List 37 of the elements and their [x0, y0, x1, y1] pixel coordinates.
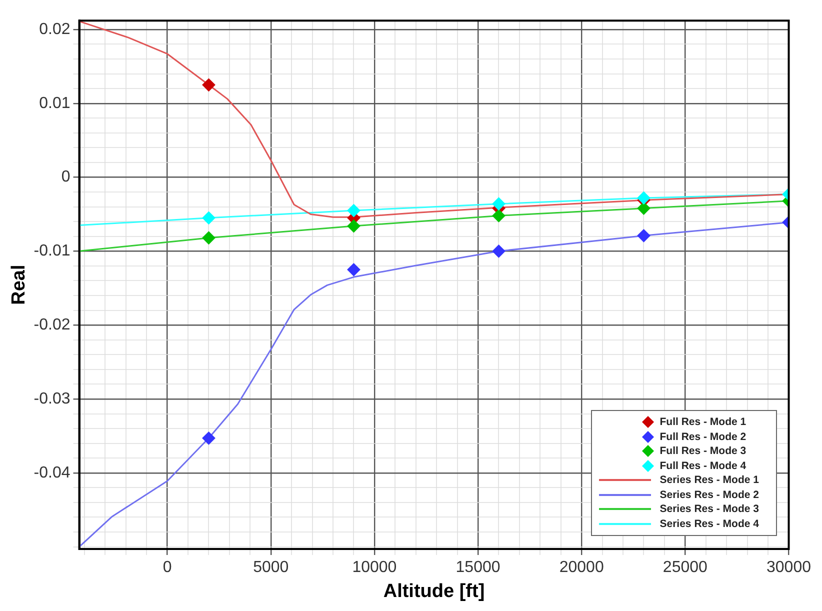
- x-tick-label: 30000: [766, 559, 812, 576]
- legend-label: Series Res - Mode 3: [660, 503, 759, 516]
- legend-label: Series Res - Mode 4: [660, 518, 759, 530]
- legend-label: Full Res - Mode 3: [660, 445, 746, 458]
- legend-label: Series Res - Mode 2: [660, 488, 759, 501]
- y-tick-label: -0.02: [34, 316, 70, 334]
- legend-label: Full Res - Mode 4: [660, 460, 746, 472]
- legend-label: Full Res - Mode 2: [660, 430, 746, 443]
- y-tick-label: 0.02: [39, 20, 70, 38]
- x-tick-label: 15000: [456, 559, 500, 576]
- point: [347, 204, 360, 218]
- point: [637, 191, 650, 204]
- x-tick-label: 5000: [253, 559, 289, 576]
- point: [202, 432, 216, 445]
- point: [637, 229, 650, 242]
- legend-label: Series Res - Mode 1: [660, 474, 759, 486]
- point: [202, 211, 216, 224]
- y-tick-label: -0.04: [34, 464, 70, 482]
- legend-label: Full Res - Mode 1: [660, 416, 746, 428]
- point: [347, 263, 360, 276]
- y-tick-label: 0.01: [39, 94, 70, 112]
- x-tick-label: 0: [162, 559, 172, 576]
- point: [202, 231, 216, 244]
- x-tick-label: 20000: [559, 559, 604, 576]
- x-tick-label: 25000: [662, 559, 708, 576]
- point: [347, 220, 360, 233]
- point: [637, 202, 650, 215]
- y-tick-label: -0.01: [34, 242, 70, 260]
- point: [492, 209, 506, 222]
- y-tick-label: 0: [61, 168, 70, 186]
- x-tick-label: 10000: [352, 559, 397, 576]
- point: [492, 244, 506, 258]
- y-axis-title: Real: [8, 264, 30, 305]
- point: [492, 197, 506, 210]
- y-tick-label: -0.03: [34, 390, 70, 408]
- x-axis-title: Altitude [ft]: [383, 580, 485, 602]
- point: [202, 78, 216, 92]
